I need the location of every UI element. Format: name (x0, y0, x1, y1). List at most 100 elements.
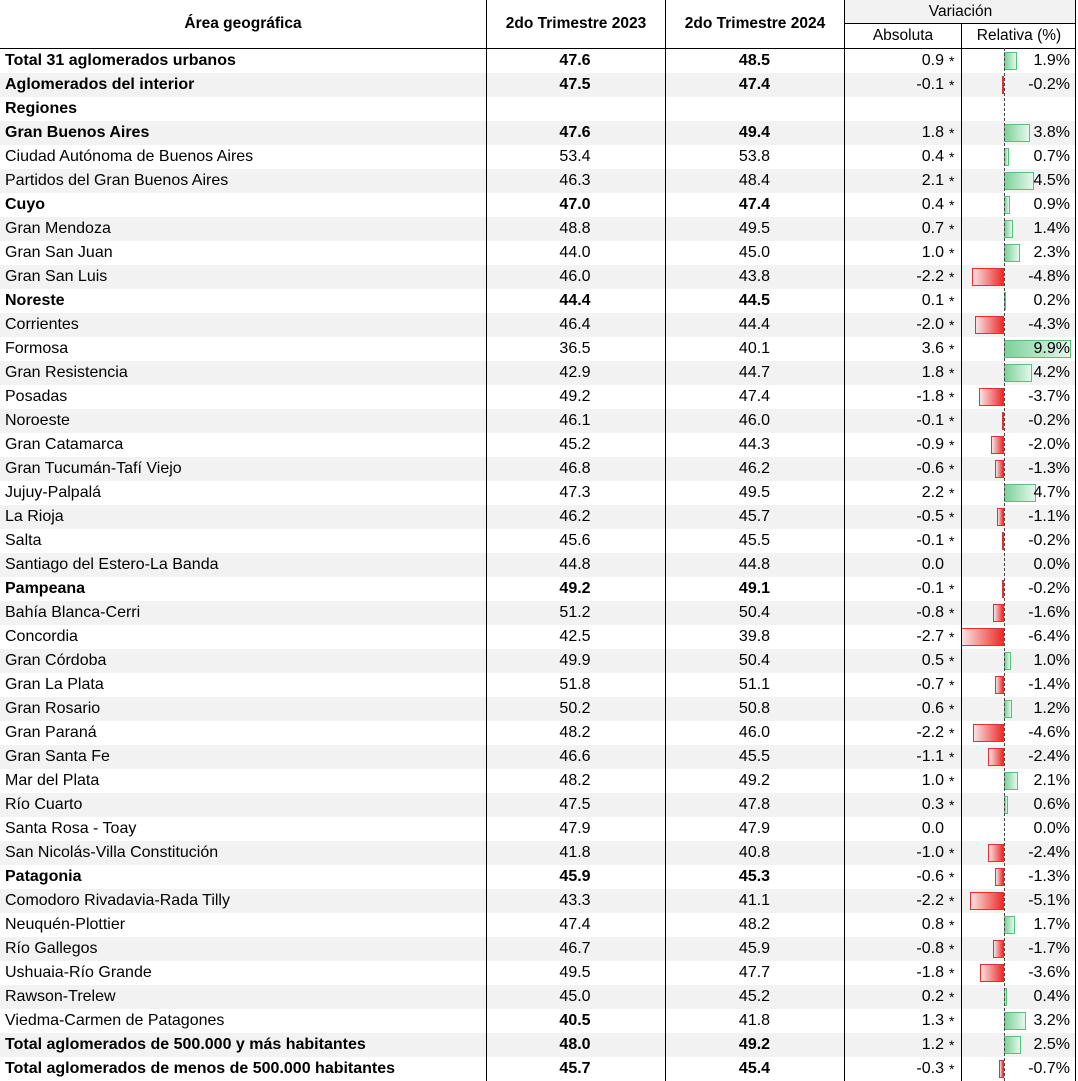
significance-mark: * (949, 989, 955, 1005)
row-name: Pampeana (5, 580, 86, 597)
significance-mark: * (949, 173, 955, 189)
value-2023: 46.1 (559, 412, 591, 429)
relative-variation-bar (995, 460, 1004, 478)
significance-mark: * (949, 413, 955, 429)
row-name: Noroeste (5, 412, 70, 429)
variation-relative: 1.4% (1033, 220, 1070, 237)
value-2023: 46.0 (559, 268, 591, 285)
variation-relative: -0.2% (1028, 580, 1070, 597)
relative-variation-bar (999, 1060, 1004, 1078)
variation-absolute: 1.3 (921, 1012, 944, 1029)
relative-variation-bar (1002, 580, 1004, 598)
significance-mark: * (949, 293, 955, 309)
row-name: Río Cuarto (5, 796, 83, 813)
value-2024: 47.8 (738, 796, 771, 813)
variation-absolute: 0.0 (921, 820, 944, 837)
value-2024: 49.2 (738, 772, 771, 789)
row-name: Noreste (5, 292, 65, 309)
significance-mark: * (949, 509, 955, 525)
value-2023: 49.2 (559, 580, 591, 597)
value-2023: 44.0 (559, 244, 591, 261)
variation-relative: -0.2% (1028, 76, 1070, 93)
relative-variation-bar (996, 508, 1004, 526)
variation-relative: 3.2% (1033, 1012, 1070, 1029)
significance-mark: * (949, 845, 955, 861)
significance-mark: * (949, 869, 955, 885)
table-row: Pampeana 49.2 49.1 -0.1 * -0.2% (0, 577, 1076, 601)
variation-relative: 1.2% (1033, 700, 1070, 717)
row-name: Gran La Plata (5, 676, 104, 693)
variation-absolute: -1.8 (916, 388, 944, 405)
row-name: Santa Rosa - Toay (5, 820, 137, 837)
table-row: Río Cuarto 47.5 47.8 0.3 * 0.6% (0, 793, 1076, 817)
variation-absolute: -0.1 (916, 532, 944, 549)
row-name: Gran Resistencia (5, 364, 128, 381)
value-2024: 47.7 (738, 964, 771, 981)
header-relativa: Relativa (%) (976, 27, 1062, 44)
value-2023: 47.6 (559, 124, 591, 141)
variation-relative: -3.6% (1028, 964, 1070, 981)
value-2024: 44.3 (738, 436, 771, 453)
value-2024: 49.2 (738, 1036, 771, 1053)
relative-variation-bar (1002, 76, 1004, 94)
value-2024: 45.4 (738, 1060, 771, 1077)
table-row: Cuyo 47.0 47.4 0.4 * 0.9% (0, 193, 1076, 217)
variation-absolute: 0.1 (921, 292, 944, 309)
value-2024: 50.4 (738, 652, 771, 669)
row-name: San Nicolás-Villa Constitución (5, 844, 219, 861)
row-name: Comodoro Rivadavia-Rada Tilly (5, 892, 230, 909)
table-row: Total aglomerados de menos de 500.000 ha… (0, 1057, 1076, 1081)
row-name: Viedma-Carmen de Patagones (5, 1012, 225, 1029)
significance-mark: * (949, 149, 955, 165)
value-2023: 48.0 (559, 1036, 591, 1053)
variation-relative: -1.3% (1028, 868, 1070, 885)
row-name: Gran Santa Fe (5, 748, 110, 765)
value-2024: 48.4 (738, 172, 771, 189)
value-2023: 51.2 (559, 604, 591, 621)
significance-mark: * (949, 1013, 955, 1029)
table-row: Mar del Plata 48.2 49.2 1.0 * 2.1% (0, 769, 1076, 793)
variation-absolute: 0.3 (921, 796, 944, 813)
variation-relative: 1.9% (1033, 52, 1070, 69)
row-name: Formosa (5, 340, 69, 357)
value-2023: 47.3 (559, 484, 591, 501)
table-row: Ciudad Autónoma de Buenos Aires 53.4 53.8 0… (0, 145, 1076, 169)
table-row: Rawson-Trelew 45.0 45.2 0.2 * 0.4% (0, 985, 1076, 1009)
row-name: La Rioja (5, 508, 64, 525)
table-row: Gran San Luis 46.0 43.8 -2.2 * -4.8% (0, 265, 1076, 289)
value-2024: 49.5 (738, 220, 771, 237)
variation-relative: 1.0% (1033, 652, 1070, 669)
value-2023: 47.0 (559, 196, 591, 213)
variation-relative: -2.0% (1028, 436, 1070, 453)
table-row: Gran La Plata 51.8 51.1 -0.7 * -1.4% (0, 673, 1076, 697)
table-row: Concordia 42.5 39.8 -2.7 * -6.4% (0, 625, 1076, 649)
variation-absolute: -0.1 (916, 76, 944, 93)
variation-absolute: -0.6 (916, 460, 944, 477)
row-name: Salta (5, 532, 42, 549)
table-row: Viedma-Carmen de Patagones 40.5 41.8 1.3 * 3.… (0, 1009, 1076, 1033)
value-2024: 45.9 (738, 940, 771, 957)
table-row: Salta 45.6 45.5 -0.1 * -0.2% (0, 529, 1076, 553)
significance-mark (949, 97, 959, 121)
variation-relative: -2.4% (1028, 844, 1070, 861)
row-name: Total 31 aglomerados urbanos (5, 52, 236, 69)
value-2023: 48.8 (559, 220, 591, 237)
table-row: Gran San Juan 44.0 45.0 1.0 * 2.3% (0, 241, 1076, 265)
value-2024: 41.1 (738, 892, 771, 909)
value-2024: 41.8 (738, 1012, 771, 1029)
significance-mark: * (949, 125, 955, 141)
significance-mark: * (949, 773, 955, 789)
row-name: Santiago del Estero-La Banda (5, 556, 219, 573)
significance-mark: * (949, 653, 955, 669)
significance-mark: * (949, 749, 955, 765)
variation-relative: -1.7% (1028, 940, 1070, 957)
variation-absolute: -2.0 (916, 316, 944, 333)
value-2023: 46.7 (559, 940, 591, 957)
variation-relative: -6.4% (1028, 628, 1070, 645)
row-name: Mar del Plata (5, 772, 100, 789)
variation-relative: -2.4% (1028, 748, 1070, 765)
variation-absolute: 1.2 (921, 1036, 944, 1053)
value-2023: 48.2 (559, 724, 591, 741)
value-2023: 47.5 (559, 796, 591, 813)
variation-absolute: 0.2 (921, 988, 944, 1005)
